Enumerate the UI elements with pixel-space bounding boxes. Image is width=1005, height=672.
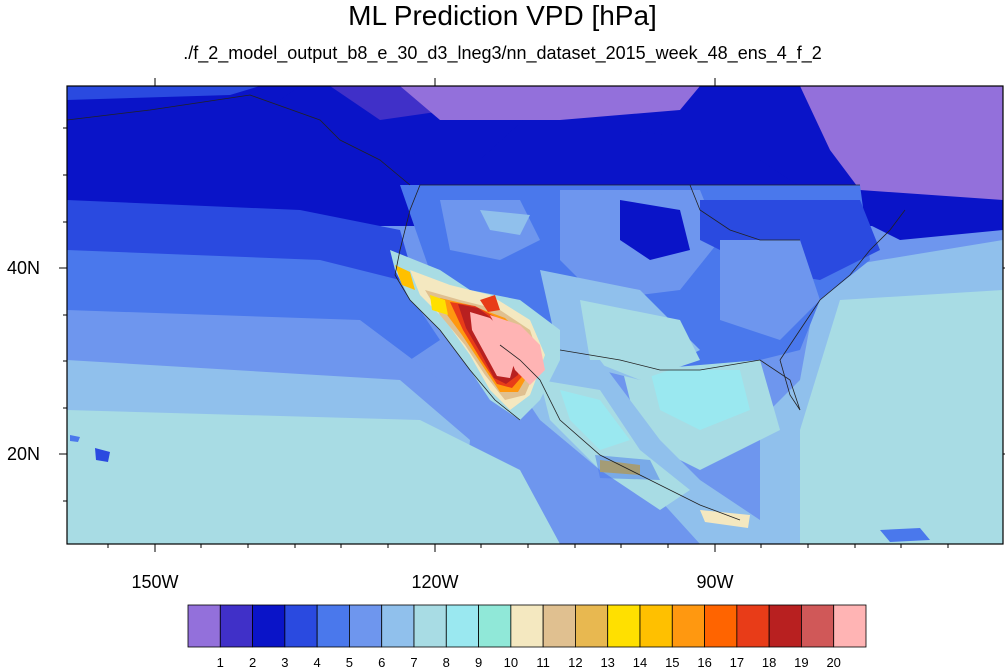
- colorbar-label: 13: [600, 655, 615, 670]
- colorbar-swatch: [639, 604, 673, 648]
- colorbar-swatch: [349, 604, 383, 648]
- colorbar-swatch: [478, 604, 512, 648]
- colorbar-label: 6: [378, 655, 386, 670]
- colorbar-swatch: [219, 604, 253, 648]
- colorbar-swatch: [801, 604, 835, 648]
- colorbar-label: 5: [345, 655, 353, 670]
- colorbar-label: 10: [503, 655, 519, 670]
- lat-label-20n: 20N: [6, 444, 40, 464]
- colorbar-swatch: [445, 604, 479, 648]
- colorbar-label: 20: [826, 655, 841, 670]
- colorbar-swatch: [187, 604, 221, 648]
- colorbar-label: 16: [697, 655, 712, 670]
- map-subtitle: ./f_2_model_output_b8_e_30_d3_lneg3/nn_d…: [183, 43, 822, 63]
- colorbar-label: 2: [248, 655, 257, 670]
- lon-ticks: [107, 78, 949, 552]
- colorbar-label: 15: [665, 655, 680, 670]
- colorbar-swatch: [381, 604, 415, 648]
- colorbar-swatch: [671, 604, 705, 648]
- colorbar-label: 14: [632, 655, 648, 670]
- lon-label-120w: 120W: [411, 572, 459, 592]
- colorbar-label: 3: [281, 655, 289, 670]
- colorbar-label: 12: [568, 655, 583, 670]
- map-title: ML Prediction VPD [hPa]: [348, 0, 657, 31]
- colorbar-swatch: [833, 604, 867, 648]
- colorbar-swatch: [413, 604, 447, 648]
- colorbar-swatch: [768, 604, 802, 648]
- colorbar-label: 4: [313, 655, 321, 670]
- lat-ticks: [59, 127, 1005, 502]
- colorbar-label: 8: [442, 655, 450, 670]
- colorbar-swatch: [607, 604, 641, 648]
- colorbar-label: 19: [794, 655, 809, 670]
- vpd-field: [67, 86, 1003, 544]
- colorbar-label: 7: [410, 655, 418, 670]
- colorbar-label: 1: [216, 655, 224, 670]
- colorbar: [187, 604, 867, 648]
- colorbar-label: 11: [536, 655, 550, 670]
- colorbar-swatch: [316, 604, 350, 648]
- colorbar-label: 17: [729, 655, 745, 670]
- colorbar-swatch: [510, 604, 544, 648]
- colorbar-label: 18: [761, 655, 777, 670]
- colorbar-swatch: [542, 604, 576, 648]
- colorbar-swatch: [575, 604, 609, 648]
- lat-label-40n: 40N: [6, 258, 40, 278]
- colorbar-swatch: [736, 604, 770, 648]
- lon-label-90w: 90W: [696, 572, 734, 592]
- lon-label-150w: 150W: [131, 572, 179, 592]
- colorbar-swatch: [252, 604, 286, 648]
- coastlines: [67, 94, 906, 521]
- colorbar-swatch: [704, 604, 738, 648]
- colorbar-swatch: [284, 604, 318, 648]
- colorbar-label: 9: [474, 655, 483, 670]
